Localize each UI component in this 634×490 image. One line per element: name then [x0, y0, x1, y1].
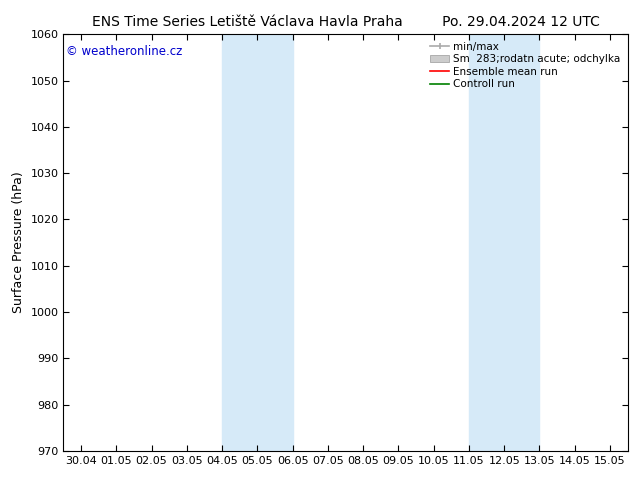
Bar	[222, 34, 257, 451]
Legend: min/max, Sm  283;rodatn acute; odchylka, Ensemble mean run, Controll run: min/max, Sm 283;rodatn acute; odchylka, …	[428, 40, 623, 92]
Bar	[257, 34, 293, 451]
Text: © weatheronline.cz: © weatheronline.cz	[66, 45, 183, 58]
Title: ENS Time Series Letiště Václava Havla Praha         Po. 29.04.2024 12 UTC: ENS Time Series Letiště Václava Havla Pr…	[91, 15, 600, 29]
Bar	[504, 34, 540, 451]
Bar	[469, 34, 504, 451]
Y-axis label: Surface Pressure (hPa): Surface Pressure (hPa)	[12, 172, 25, 314]
